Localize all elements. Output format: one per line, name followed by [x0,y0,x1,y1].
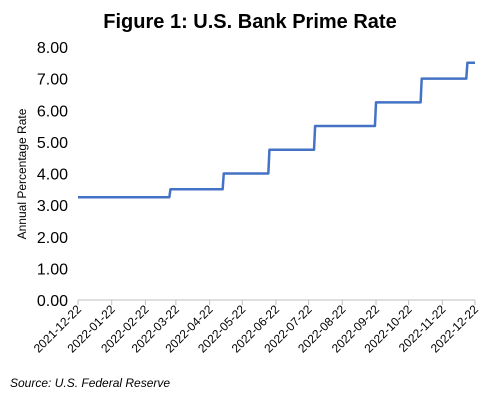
y-tick-label: 1.00 [37,261,68,278]
chart-title: Figure 1: U.S. Bank Prime Rate [103,11,396,33]
y-tick-label: 2.00 [37,230,68,247]
source-note: Source: U.S. Federal Reserve [10,376,170,390]
y-tick-label: 4.00 [37,167,68,184]
y-axis-title: Annual Percentage Rate [15,108,29,239]
y-tick-label: 3.00 [37,198,68,215]
data-line [78,61,475,199]
y-tick-label: 0.00 [37,293,68,310]
y-tick-label: 7.00 [37,72,68,89]
y-tick-label: 6.00 [37,103,68,120]
y-tick-label: 8.00 [37,40,68,57]
y-tick-label: 5.00 [37,135,68,152]
